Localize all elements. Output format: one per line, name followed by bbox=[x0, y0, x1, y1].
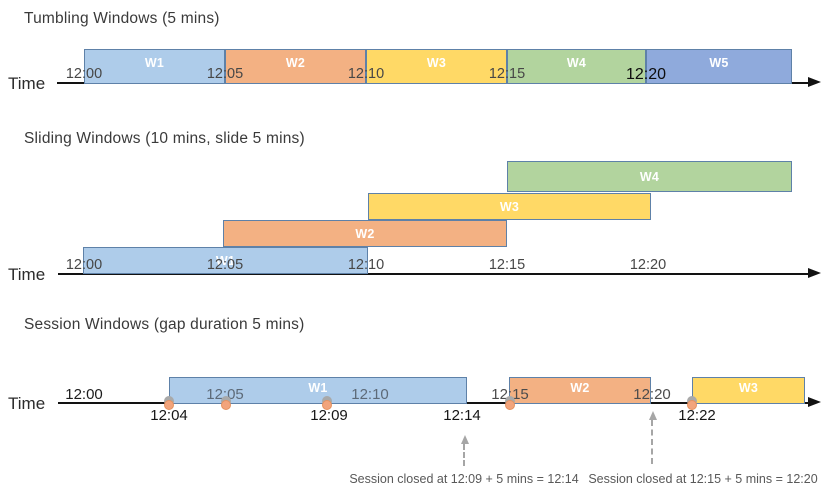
sliding-tick-label: 12:15 bbox=[488, 257, 526, 273]
session-event-dot bbox=[221, 400, 231, 410]
tumbling-time-axis-label: Time bbox=[8, 74, 46, 93]
session-event-dot bbox=[164, 400, 174, 410]
tumbling-window-label-w2: W2 bbox=[285, 56, 306, 70]
tumbling-window-bar-w1: W1 bbox=[84, 49, 225, 84]
session-tick-label: 12:15 bbox=[491, 386, 529, 403]
sliding-tick-label: 12:10 bbox=[347, 257, 385, 273]
session-window-bar-w1: W1 bbox=[169, 377, 467, 404]
session-tick-label: 12:20 bbox=[633, 386, 671, 403]
sliding-time-axis-arrowhead-icon bbox=[808, 268, 821, 278]
session-time-axis-arrowhead-icon bbox=[808, 397, 821, 407]
tumbling-tick-label: 12:20 bbox=[625, 66, 667, 83]
session-windows-title: Session Windows (gap duration 5 mins) bbox=[24, 316, 305, 333]
tumbling-tick-label: 12:00 bbox=[65, 66, 103, 82]
tumbling-window-bar-w2: W2 bbox=[225, 49, 366, 84]
session-event-time-label: 12:22 bbox=[678, 407, 716, 424]
sliding-tick-label: 12:05 bbox=[206, 257, 244, 273]
sliding-window-bar-w1: W1 bbox=[83, 247, 368, 274]
sliding-time-axis-line bbox=[58, 273, 808, 275]
session-session-close-arrow-icon bbox=[649, 411, 657, 464]
sliding-windows-title: Sliding Windows (10 mins, slide 5 mins) bbox=[24, 130, 305, 147]
sliding-window-label-w4: W4 bbox=[639, 169, 660, 184]
session-tick-label: 12:05 bbox=[206, 386, 244, 403]
tumbling-window-bar-w5: W5 bbox=[646, 49, 792, 84]
session-tick-label: 12:00 bbox=[65, 386, 103, 403]
tumbling-window-label-w1: W1 bbox=[144, 56, 165, 70]
session-event-time-label: 12:09 bbox=[310, 407, 348, 424]
session-window-label-w3: W3 bbox=[738, 381, 759, 395]
session-session-close-note: Session closed at 12:15 + 5 mins = 12:20 bbox=[588, 472, 818, 486]
session-event-dot bbox=[322, 400, 332, 410]
session-event-dot bbox=[687, 400, 697, 410]
session-session-close-arrow-icon bbox=[461, 435, 469, 466]
session-window-bar-w3: W3 bbox=[692, 377, 805, 404]
session-event-time-label: 12:04 bbox=[150, 407, 188, 424]
sliding-window-label-w2: W2 bbox=[355, 226, 375, 241]
session-window-bar-w2: W2 bbox=[509, 377, 651, 404]
tumbling-window-label-w4: W4 bbox=[566, 56, 587, 70]
session-event-dot bbox=[505, 400, 515, 410]
tumbling-window-label-w5: W5 bbox=[709, 56, 729, 70]
tumbling-windows-title: Tumbling Windows (5 mins) bbox=[24, 10, 220, 27]
tumbling-tick-label: 12:15 bbox=[488, 66, 526, 82]
session-tick-label: 12:10 bbox=[351, 386, 389, 403]
session-window-label-w1: W1 bbox=[308, 381, 328, 395]
tumbling-window-label-w3: W3 bbox=[426, 56, 447, 70]
sliding-tick-label: 12:20 bbox=[629, 257, 667, 273]
sliding-window-bar-w4: W4 bbox=[507, 161, 792, 192]
session-session-close-arrowhead-icon bbox=[461, 435, 469, 444]
session-session-close-arrowhead-icon bbox=[649, 411, 657, 420]
tumbling-window-bar-w3: W3 bbox=[366, 49, 507, 84]
tumbling-time-axis-arrowhead-icon bbox=[808, 77, 821, 87]
sliding-window-bar-w3: W3 bbox=[368, 193, 651, 220]
session-window-label-w2: W2 bbox=[570, 381, 590, 395]
tumbling-window-bar-w4: W4 bbox=[507, 49, 646, 84]
sliding-time-axis-label: Time bbox=[8, 265, 46, 284]
session-session-close-note: Session closed at 12:09 + 5 mins = 12:14 bbox=[349, 472, 579, 486]
sliding-tick-label: 12:00 bbox=[65, 257, 103, 273]
sliding-window-bar-w2: W2 bbox=[223, 220, 507, 247]
session-event-time-label: 12:14 bbox=[443, 407, 481, 424]
tumbling-tick-label: 12:10 bbox=[347, 66, 385, 82]
sliding-window-label-w1: W1 bbox=[215, 253, 236, 268]
session-time-axis-label: Time bbox=[8, 394, 46, 413]
tumbling-tick-label: 12:05 bbox=[206, 66, 244, 82]
sliding-window-label-w3: W3 bbox=[499, 199, 520, 214]
